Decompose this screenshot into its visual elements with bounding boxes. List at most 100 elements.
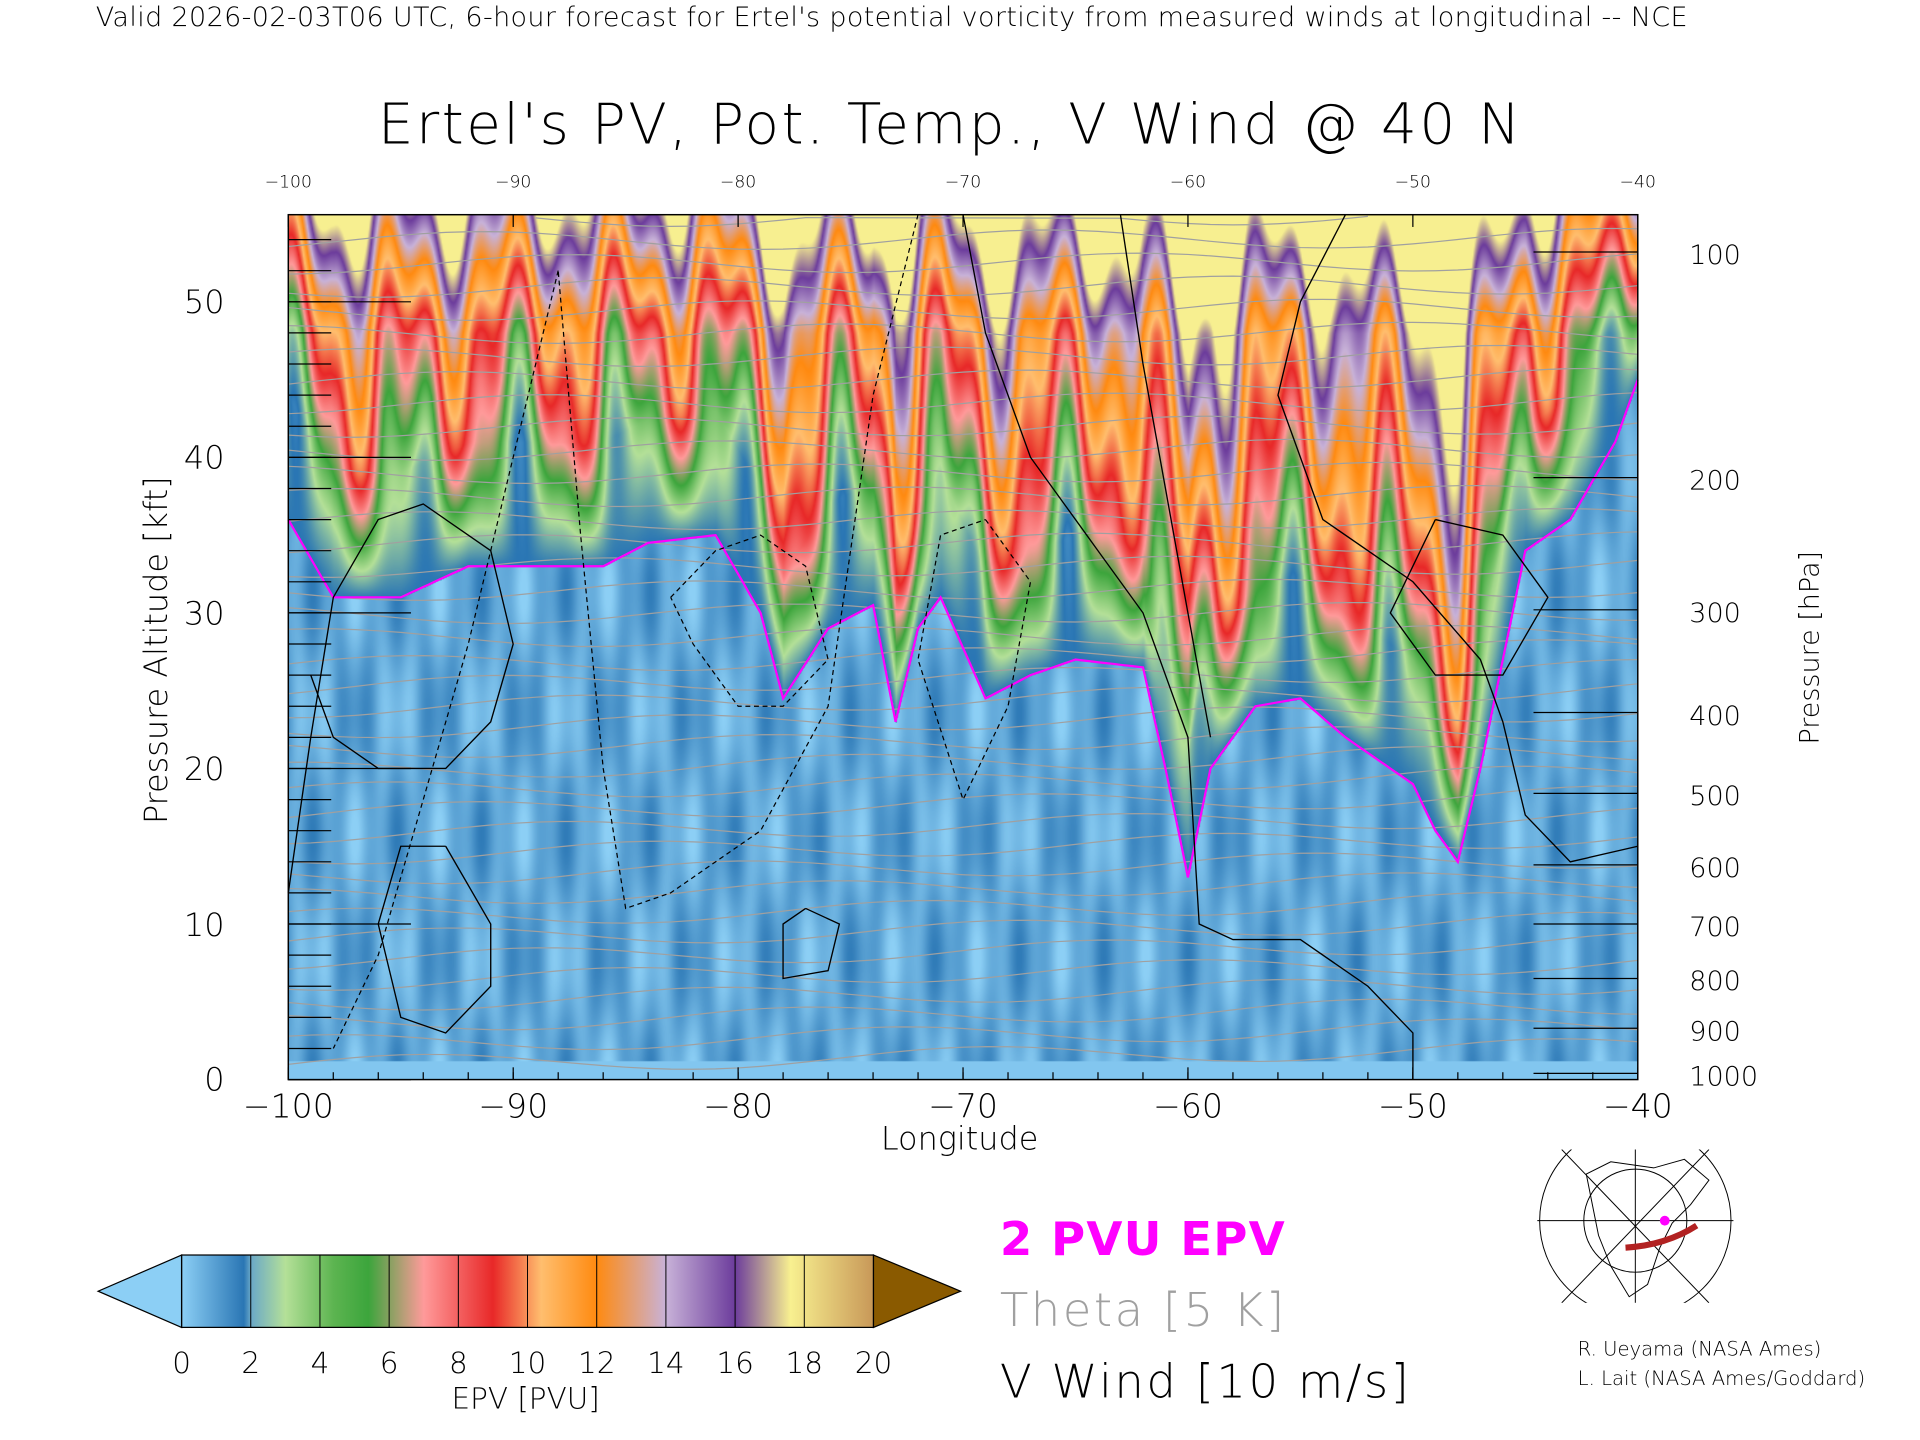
theta-contour: [288, 726, 1638, 758]
theta-contour: [288, 578, 1638, 602]
theta-contour: [288, 659, 1638, 695]
theta-contour: [288, 275, 1638, 298]
theta-contour: [288, 298, 1638, 321]
y-axis-label: Pressure Altitude [kft]: [138, 476, 176, 825]
cross-section-path: [1625, 1222, 1699, 1251]
vwind-contour: [1389, 518, 1549, 676]
theta-contour: [288, 508, 1638, 531]
locator-map: [1537, 1149, 1734, 1303]
x-tick-label: −50: [1377, 1087, 1448, 1126]
pressure-tick-label: 500: [1689, 782, 1741, 813]
colorbar-tick-label: 4: [310, 1345, 330, 1380]
theta-contour: [288, 555, 1638, 578]
colorbar-tick-label: 14: [647, 1345, 685, 1380]
colorbar-tick-label: 8: [448, 1345, 468, 1380]
x-tick-label-top: −80: [719, 172, 757, 193]
x-tick-label: −90: [478, 1087, 549, 1126]
pressure-tick-label: 100: [1689, 240, 1741, 272]
theta-contour: [288, 807, 1638, 845]
theta-contour: [288, 706, 1638, 739]
x-tick-label: −70: [928, 1087, 998, 1126]
vwind-contour: [962, 214, 1414, 1080]
x-tick-label: −40: [1602, 1087, 1673, 1126]
x-tick-label-top: −50: [1394, 172, 1431, 193]
y-tick-label: 40: [183, 440, 225, 478]
x-tick-label: −80: [703, 1087, 774, 1126]
y-tick-label: 0: [204, 1062, 225, 1100]
legend-pvu: 2 PVU EPV: [999, 1212, 1286, 1267]
y2-axis-label: Pressure [hPa]: [1795, 550, 1827, 745]
map-marker: [1659, 1215, 1670, 1226]
theta-contour: [288, 998, 1638, 1031]
vwind-negative-contour: [917, 518, 1032, 802]
theta-contour: [288, 745, 1638, 778]
theta-contour: [288, 683, 1638, 719]
x-tick-label-top: −90: [495, 172, 532, 193]
vwind-contour: [287, 503, 514, 893]
x-tick-label-top: −70: [944, 172, 982, 193]
theta-contour: [535, 215, 1368, 227]
theta-contour: [288, 461, 1638, 485]
x-tick-label: −100: [242, 1087, 334, 1126]
y-tick-label: 30: [183, 596, 225, 634]
y-tick-label: 10: [183, 907, 225, 945]
colorbar-label: EPV [PVU]: [451, 1381, 600, 1416]
x-tick-label-top: −60: [1169, 172, 1207, 193]
vwind-contour: [377, 845, 492, 1034]
theta-contour: [288, 391, 1638, 415]
vwind-negative-contour: [670, 534, 829, 707]
theta-contour: [288, 639, 1638, 672]
x-tick-label: −60: [1152, 1087, 1223, 1126]
map-coastline: [1585, 1158, 1710, 1298]
x-tick-label-top: −40: [1619, 172, 1656, 193]
x-axis-label: Longitude: [880, 1121, 1039, 1159]
colorbar-tick-label: 10: [508, 1345, 547, 1380]
theta-contour: [288, 785, 1638, 819]
theta-contour: [288, 344, 1638, 368]
pressure-tick-label: 700: [1689, 912, 1741, 944]
chart-title: Ertel's PV, Pot. Temp., V Wind @ 40 N: [377, 90, 1523, 158]
theta-contour: [288, 1018, 1638, 1051]
theta-contour: [288, 415, 1638, 438]
pressure-tick-label: 900: [1689, 1016, 1741, 1048]
theta-contour: [288, 765, 1638, 798]
theta-contour: [288, 892, 1638, 924]
theta-contour: [288, 484, 1638, 508]
credit-line-2: L. Lait (NASA Ames/Goddard): [1577, 1366, 1866, 1390]
vwind-contour: [1119, 214, 1212, 738]
theta-contour: [288, 852, 1638, 885]
vwind-contour: [1277, 214, 1638, 863]
legend-vwind: V Wind [10 m/s]: [999, 1354, 1412, 1409]
theta-contour: [288, 252, 1638, 275]
pressure-tick-label: 1000: [1689, 1062, 1759, 1093]
theta-contour: [288, 911, 1638, 944]
colorbar-over-arrow: [872, 1254, 963, 1329]
colorbar-tick-label: 2: [241, 1345, 261, 1380]
pressure-tick-label: 600: [1689, 853, 1741, 885]
pressure-tick-label: 300: [1689, 598, 1741, 630]
credit-line-1: R. Ueyama (NASA Ames): [1577, 1337, 1822, 1361]
theta-contour: [288, 932, 1638, 970]
pressure-tick-label: 200: [1689, 466, 1741, 497]
vwind-negative-contour: [332, 270, 559, 1049]
theta-contour: [288, 227, 1638, 251]
theta-contour: [288, 531, 1638, 554]
subtitle: Valid 2026-02-03T06 UTC, 6-hour forecast…: [95, 2, 1688, 34]
theta-contour: [288, 978, 1638, 1011]
legend-theta: Theta [5 K]: [999, 1283, 1287, 1338]
theta-contour: [288, 601, 1638, 625]
theta-contour: [288, 872, 1638, 905]
x-tick-label-top: −100: [264, 172, 312, 193]
pressure-tick-label: 800: [1689, 967, 1741, 998]
colorbar-tick-label: 6: [379, 1345, 399, 1380]
vwind-contour: [782, 907, 841, 980]
theta-contour: [288, 367, 1638, 391]
y-tick-label: 50: [183, 285, 225, 322]
y-tick-label: 20: [183, 751, 225, 789]
colorbar-under-arrow: [96, 1254, 183, 1329]
theta-contour: [288, 438, 1638, 461]
colorbar-tick-label: 12: [577, 1345, 616, 1380]
theta-contour: [288, 959, 1638, 991]
